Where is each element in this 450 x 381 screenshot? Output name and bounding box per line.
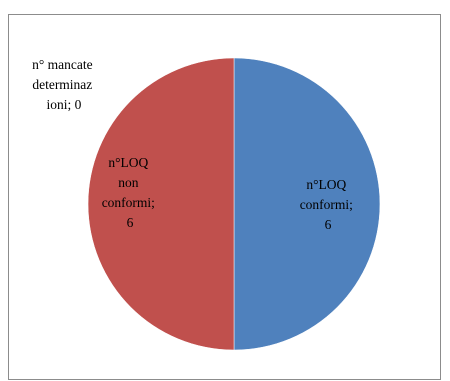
label-mancate-determinazioni: n° mancate determinaz ioni; 0 [32, 57, 96, 112]
label-loq-conformi: n°LOQ conformi; 6 [300, 177, 357, 232]
pie-slices [87, 57, 381, 351]
label-loq-non-conformi: n°LOQ non conformi; 6 [102, 155, 159, 230]
pie-slice-1 [87, 57, 235, 351]
pie-slice-0 [233, 57, 381, 351]
